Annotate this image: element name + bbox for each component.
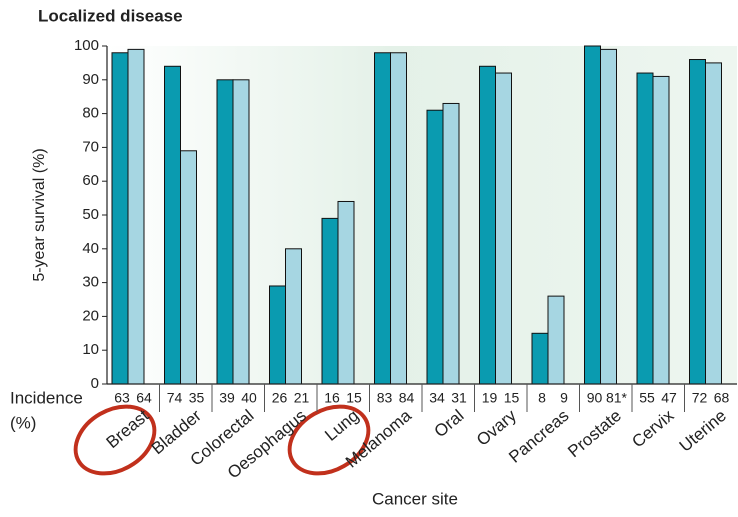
incidence-value: 15: [346, 390, 362, 406]
y-tick-label: 100: [74, 37, 99, 54]
bar: [164, 65, 181, 385]
y-tick-label: 80: [82, 105, 99, 122]
incidence-value: 26: [272, 390, 288, 406]
bar: [216, 79, 234, 385]
marks: [111, 45, 722, 385]
highlight-circle: [287, 404, 371, 476]
incidence-value: 84: [399, 390, 415, 406]
incidence-value: 34: [429, 390, 445, 406]
bar: [374, 52, 391, 385]
incidence-unit: (%): [10, 413, 36, 432]
bar: [337, 200, 355, 385]
bar: [584, 45, 601, 385]
incidence-value: 16: [324, 390, 340, 406]
highlight-circle: [73, 404, 157, 476]
incidence-value: 63: [114, 390, 130, 406]
bar: [111, 52, 129, 385]
incidence-value: 31: [451, 390, 467, 406]
y-tick-label: 0: [91, 375, 99, 392]
x-axis-label: Cancer site: [372, 489, 458, 508]
y-tick-label: 60: [82, 172, 99, 189]
y-axis-label: 5-year survival (%): [31, 148, 48, 281]
bar: [495, 72, 512, 385]
bar: [127, 48, 145, 385]
incidence-value: 8: [538, 390, 546, 406]
bar: [390, 52, 407, 385]
bar: [689, 59, 706, 385]
x-tick-label: Breast: [103, 406, 153, 452]
bar: [269, 285, 286, 385]
x-tick-label: Prostate: [564, 406, 625, 461]
bar: [531, 332, 549, 385]
bar: [285, 248, 302, 385]
incidence-value: 47: [661, 390, 677, 406]
plot-background: [107, 46, 737, 384]
y-tick-label: 70: [82, 138, 99, 155]
y-tick-label: 50: [82, 206, 99, 223]
incidence-value: 39: [219, 390, 235, 406]
incidence-value: 68: [714, 390, 730, 406]
y-tick-label: 10: [82, 341, 99, 358]
bar: [321, 217, 339, 385]
bar: [705, 62, 722, 385]
bar: [479, 65, 496, 385]
bar: [547, 295, 565, 385]
y-tick-label: 90: [82, 71, 99, 88]
incidence-value: 83: [377, 390, 393, 406]
y-tick-label: 40: [82, 240, 99, 257]
incidence-value: 15: [504, 390, 520, 406]
incidence-value: 64: [136, 390, 152, 406]
bar: [442, 102, 460, 385]
x-tick-label: Oral: [431, 406, 468, 441]
incidence-value: 19: [482, 390, 498, 406]
bar: [180, 150, 197, 385]
bar: [426, 109, 444, 385]
bar: [636, 72, 654, 385]
y-tick-label: 20: [82, 307, 99, 324]
x-tick-label: Uterine: [676, 406, 730, 456]
incidence-label: Incidence: [10, 388, 83, 407]
incidence-value: 74: [167, 390, 183, 406]
incidence-value: 9: [560, 390, 568, 406]
chart-title: Localized disease: [38, 6, 183, 25]
bar: [232, 79, 250, 385]
incidence-value: 81*: [606, 390, 628, 406]
x-tick-label: Ovary: [473, 406, 520, 450]
incidence-value: 72: [692, 390, 708, 406]
bar: [600, 48, 617, 385]
bar: [652, 75, 670, 385]
x-tick-label: Cervix: [628, 406, 677, 452]
incidence-value: 35: [189, 390, 205, 406]
incidence-value: 55: [639, 390, 655, 406]
incidence-value: 21: [294, 390, 310, 406]
y-tick-label: 30: [82, 274, 99, 291]
incidence-value: 90: [587, 390, 603, 406]
incidence-value: 40: [241, 390, 257, 406]
